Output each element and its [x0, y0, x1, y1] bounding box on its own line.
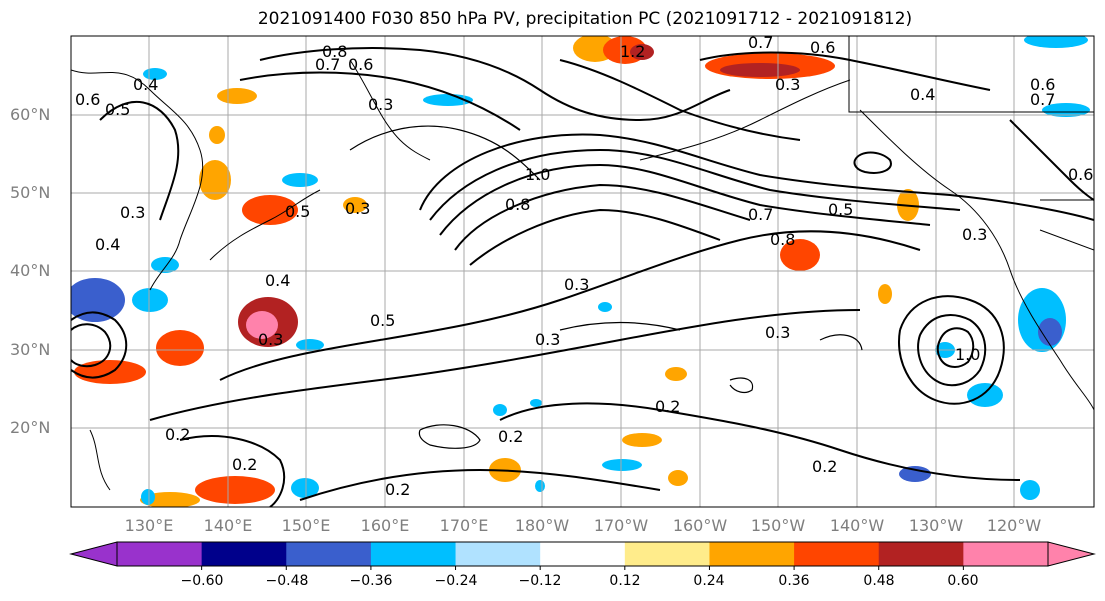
- lon-label-150e: 150°E: [281, 516, 331, 535]
- contour-label: 0.3: [258, 330, 283, 349]
- map-frame: [70, 35, 1095, 508]
- lat-label-40n: 40°N: [10, 261, 51, 280]
- contour-label: 0.5: [370, 311, 395, 330]
- lat-label-50n: 50°N: [10, 183, 51, 202]
- contour-label: 0.2: [655, 397, 680, 416]
- contour-label: 0.8: [770, 230, 795, 249]
- contour-labels: 0.8 0.7 0.6 1.2 0.7 0.6 0.3 0.3 0.4 0.6 …: [75, 33, 1093, 499]
- contour-label: 0.7: [748, 33, 773, 52]
- colorbar-ticks: [201, 566, 964, 570]
- colorbar-tick-label: −0.60: [180, 573, 224, 589]
- precip-shading: [71, 36, 1090, 507]
- contour-label: 0.4: [133, 75, 158, 94]
- colorbar-frame: [116, 541, 1049, 567]
- colorbar-tick-label: −0.24: [434, 573, 478, 589]
- colorbar-tick-label: 0.36: [778, 573, 810, 589]
- contour-label: 0.2: [232, 455, 257, 474]
- lon-label-180w: 180°W: [514, 516, 570, 535]
- colorbar-segments: [117, 542, 1049, 566]
- lat-label-30n: 30°N: [10, 340, 51, 359]
- contour-label: 0.3: [120, 203, 145, 222]
- contour-label: 0.2: [498, 427, 523, 446]
- contour-label: 0.3: [368, 95, 393, 114]
- colorbar-segment: [540, 542, 626, 566]
- pv-contours-thin: [349, 125, 863, 449]
- lon-label-170w: 170°W: [593, 516, 649, 535]
- contour-label: 0.5: [828, 200, 853, 219]
- contour-label: 0.4: [265, 271, 290, 290]
- contour-label: 0.3: [535, 330, 560, 349]
- contour-label: 0.3: [765, 323, 790, 342]
- colorbar-tick-label: 0.60: [947, 573, 979, 589]
- contour-label: 0.7: [748, 205, 773, 224]
- colorbar-under-arrow: [69, 541, 118, 567]
- contour-label: 0.6: [810, 38, 835, 57]
- contour-label: 0.6: [348, 55, 373, 74]
- map-title: 2021091400 F030 850 hPa PV, precipitatio…: [257, 9, 913, 29]
- lon-label-160w: 160°W: [672, 516, 728, 535]
- contour-label: 0.3: [962, 225, 987, 244]
- graticule: [71, 36, 1094, 507]
- colorbar-tick-label: 0.12: [609, 573, 641, 589]
- contour-label: 1.0: [955, 345, 980, 364]
- colorbar-segment: [455, 542, 541, 566]
- colorbar-over-arrow: [1047, 541, 1096, 567]
- contour-label: 0.2: [385, 480, 410, 499]
- colorbar-segment: [963, 542, 1049, 566]
- lon-label-130w: 130°W: [908, 516, 964, 535]
- contour-label: 0.2: [812, 457, 837, 476]
- contour-label: 0.2: [165, 425, 190, 444]
- colorbar-tick-label: 0.24: [693, 573, 725, 589]
- lon-label-130e: 130°E: [124, 516, 174, 535]
- colorbar-tick-label: −0.12: [518, 573, 562, 589]
- contour-label: 0.8: [322, 42, 347, 61]
- colorbar-segment: [201, 542, 287, 566]
- contour-label: 0.7: [315, 55, 340, 74]
- lon-label-140w: 140°W: [829, 516, 885, 535]
- contour-label: 0.3: [564, 275, 589, 294]
- contour-label: 1.0: [525, 165, 550, 184]
- contour-label: 0.6: [75, 90, 100, 109]
- colorbar-segment: [624, 542, 710, 566]
- contour-label: 0.6: [1068, 165, 1093, 184]
- lon-label-150w: 150°W: [750, 516, 806, 535]
- colorbar-segment: [794, 542, 880, 566]
- coastlines: [71, 36, 1094, 491]
- lon-label-140e: 140°E: [203, 516, 253, 535]
- contour-label: 0.7: [1030, 90, 1055, 109]
- contour-label: 0.3: [345, 199, 370, 218]
- contour-label: 0.4: [95, 235, 120, 254]
- lon-label-120w: 120°W: [986, 516, 1042, 535]
- lat-label-60n: 60°N: [10, 105, 51, 124]
- lon-label-160e: 160°E: [360, 516, 410, 535]
- colorbar-tick-label: 0.48: [863, 573, 895, 589]
- contour-label: 0.4: [910, 85, 935, 104]
- colorbar-segment: [117, 542, 203, 566]
- colorbar-segment: [370, 542, 457, 566]
- colorbar-segment: [878, 542, 964, 566]
- contour-label: 1.2: [620, 42, 645, 61]
- colorbar-segment: [709, 542, 795, 566]
- contour-label: 0.5: [285, 202, 310, 221]
- colorbar-tick-label: −0.48: [265, 573, 309, 589]
- lat-label-20n: 20°N: [10, 418, 51, 437]
- contour-label: 0.8: [505, 195, 530, 214]
- colorbar-tick-label: −0.36: [349, 573, 393, 589]
- contour-label: 0.6: [1030, 75, 1055, 94]
- lon-label-170e: 170°E: [439, 516, 489, 535]
- contour-label: 0.5: [105, 100, 130, 119]
- contour-label: 0.3: [775, 75, 800, 94]
- colorbar-segment: [286, 542, 372, 566]
- pv-contours: [71, 47, 1094, 507]
